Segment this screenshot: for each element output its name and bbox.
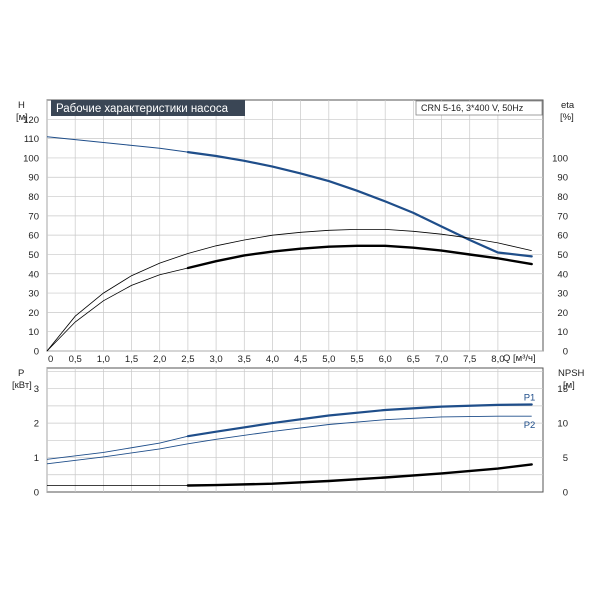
left-axis-unit-m: [м] xyxy=(16,112,28,123)
left-tick-label: 10 xyxy=(28,327,39,338)
top-left-ticks: 0 10 20 30 40 50 60 70 80 90 100 110 120 xyxy=(23,115,39,358)
top-series xyxy=(46,136,533,352)
x-tick-label: 5,5 xyxy=(350,354,363,365)
series-line-eta_bold xyxy=(186,244,533,270)
x-tick-label: 7,5 xyxy=(463,354,476,365)
x-tick-label: 2,0 xyxy=(153,354,166,365)
left-axis-unit-kw: [кВт] xyxy=(12,380,32,391)
left-tick-label: 80 xyxy=(28,192,39,203)
series-line-h-thin xyxy=(46,136,188,153)
bottom-left-ticks: 0 1 2 3 xyxy=(34,384,39,498)
series-label-p1: P1 xyxy=(524,393,536,404)
right-tick-label: 80 xyxy=(557,192,568,203)
series-line-eta_thin xyxy=(46,229,532,352)
left-tick-label: 120 xyxy=(23,115,39,126)
left-tick-label: 30 xyxy=(28,289,39,300)
bottom-right-tick-label: 10 xyxy=(557,419,568,430)
bottom-right-ticks: 0 5 10 15 xyxy=(557,384,568,498)
bottom-left-tick-label: 1 xyxy=(34,453,39,464)
right-axis-unit-percent: [%] xyxy=(560,112,574,123)
top-x-ticks: 0 0,5 1,0 1,5 2,0 2,5 3,0 3,5 4,0 4,5 5,0 5,5 6,0 6,5… xyxy=(48,354,505,365)
x-tick-label: 1,0 xyxy=(97,354,110,365)
series-line-p1-thin xyxy=(46,435,189,460)
x-tick-label: 0 xyxy=(48,354,53,365)
right-tick-label: 90 xyxy=(557,173,568,184)
chart-title: Рабочие характеристики насоса xyxy=(56,103,229,115)
left-tick-label: 50 xyxy=(28,250,39,261)
left-axis-label-h: H xyxy=(18,100,25,111)
x-tick-label: 6,0 xyxy=(379,354,392,365)
series-label-p2: P2 xyxy=(524,420,536,431)
x-tick-label: 3,5 xyxy=(238,354,251,365)
x-tick-label: 8,0 xyxy=(491,354,504,365)
top-grid xyxy=(46,100,543,352)
chart-title-box xyxy=(51,100,245,116)
top-chart-performance: 0 10 20 30 40 50 60 70 80 90 100 110 120 0 10 20 30 40 50… xyxy=(16,99,575,365)
series-line-npsh xyxy=(186,463,533,487)
bottom-chart-power-npsh: 0 1 2 3 0 5 10 15 P [кВт] NPSH [м] P1 P2 xyxy=(12,367,585,499)
x-tick-label: 6,5 xyxy=(407,354,420,365)
bottom-series xyxy=(46,403,533,487)
bottom-right-tick-label: 15 xyxy=(557,384,568,395)
bottom-grid xyxy=(46,368,543,492)
right-tick-label: 100 xyxy=(552,153,568,164)
top-plot-frame xyxy=(46,99,544,352)
right-tick-label: 50 xyxy=(557,250,568,261)
bottom-plot-frame xyxy=(46,367,544,493)
right-tick-label: 0 xyxy=(563,347,568,358)
left-tick-label: 0 xyxy=(34,347,39,358)
bottom-left-tick-label: 0 xyxy=(34,488,39,499)
bottom-right-tick-label: 5 xyxy=(563,453,568,464)
top-right-ticks: 0 10 20 30 40 50 60 70 80 90 100 xyxy=(552,153,568,357)
right-axis-label-eta: eta xyxy=(561,100,575,111)
left-tick-label: 100 xyxy=(23,153,39,164)
left-tick-label: 110 xyxy=(24,134,39,145)
x-tick-label: 7,0 xyxy=(435,354,448,365)
x-tick-label: 4,0 xyxy=(266,354,279,365)
right-tick-label: 40 xyxy=(557,269,568,280)
bottom-right-tick-label: 0 xyxy=(563,488,568,499)
model-label-box xyxy=(415,100,543,116)
right-tick-label: 20 xyxy=(557,308,568,319)
x-tick-label: 0,5 xyxy=(69,354,82,365)
series-line-h xyxy=(186,151,533,258)
series-line-p2 xyxy=(46,415,532,465)
x-tick-label: 2,5 xyxy=(181,354,194,365)
x-tick-label: 5,0 xyxy=(322,354,335,365)
x-tick-label: 4,5 xyxy=(294,354,307,365)
model-label: CRN 5-16, 3*400 V, 50Hz xyxy=(421,103,524,113)
right-axis-label-npsh: NPSH xyxy=(558,368,585,379)
left-tick-label: 60 xyxy=(28,231,39,242)
x-axis-label: Q [м³/ч] xyxy=(503,353,536,364)
right-tick-label: 70 xyxy=(557,211,568,222)
series-line-eta_bold-thin xyxy=(46,267,188,352)
left-axis-label-p: P xyxy=(18,368,24,379)
left-tick-label: 40 xyxy=(28,269,39,280)
x-tick-label: 3,0 xyxy=(209,354,222,365)
bottom-left-tick-label: 2 xyxy=(34,419,39,430)
right-tick-label: 10 xyxy=(557,327,568,338)
bottom-left-tick-label: 3 xyxy=(34,384,39,395)
left-tick-label: 70 xyxy=(28,211,39,222)
right-axis-unit-m: [м] xyxy=(563,380,575,391)
x-tick-label: 1,5 xyxy=(125,354,138,365)
left-tick-label: 90 xyxy=(28,173,39,184)
right-tick-label: 30 xyxy=(557,289,568,300)
series-line-p1 xyxy=(186,403,533,438)
right-tick-label: 60 xyxy=(557,231,568,242)
left-tick-label: 20 xyxy=(28,308,39,319)
